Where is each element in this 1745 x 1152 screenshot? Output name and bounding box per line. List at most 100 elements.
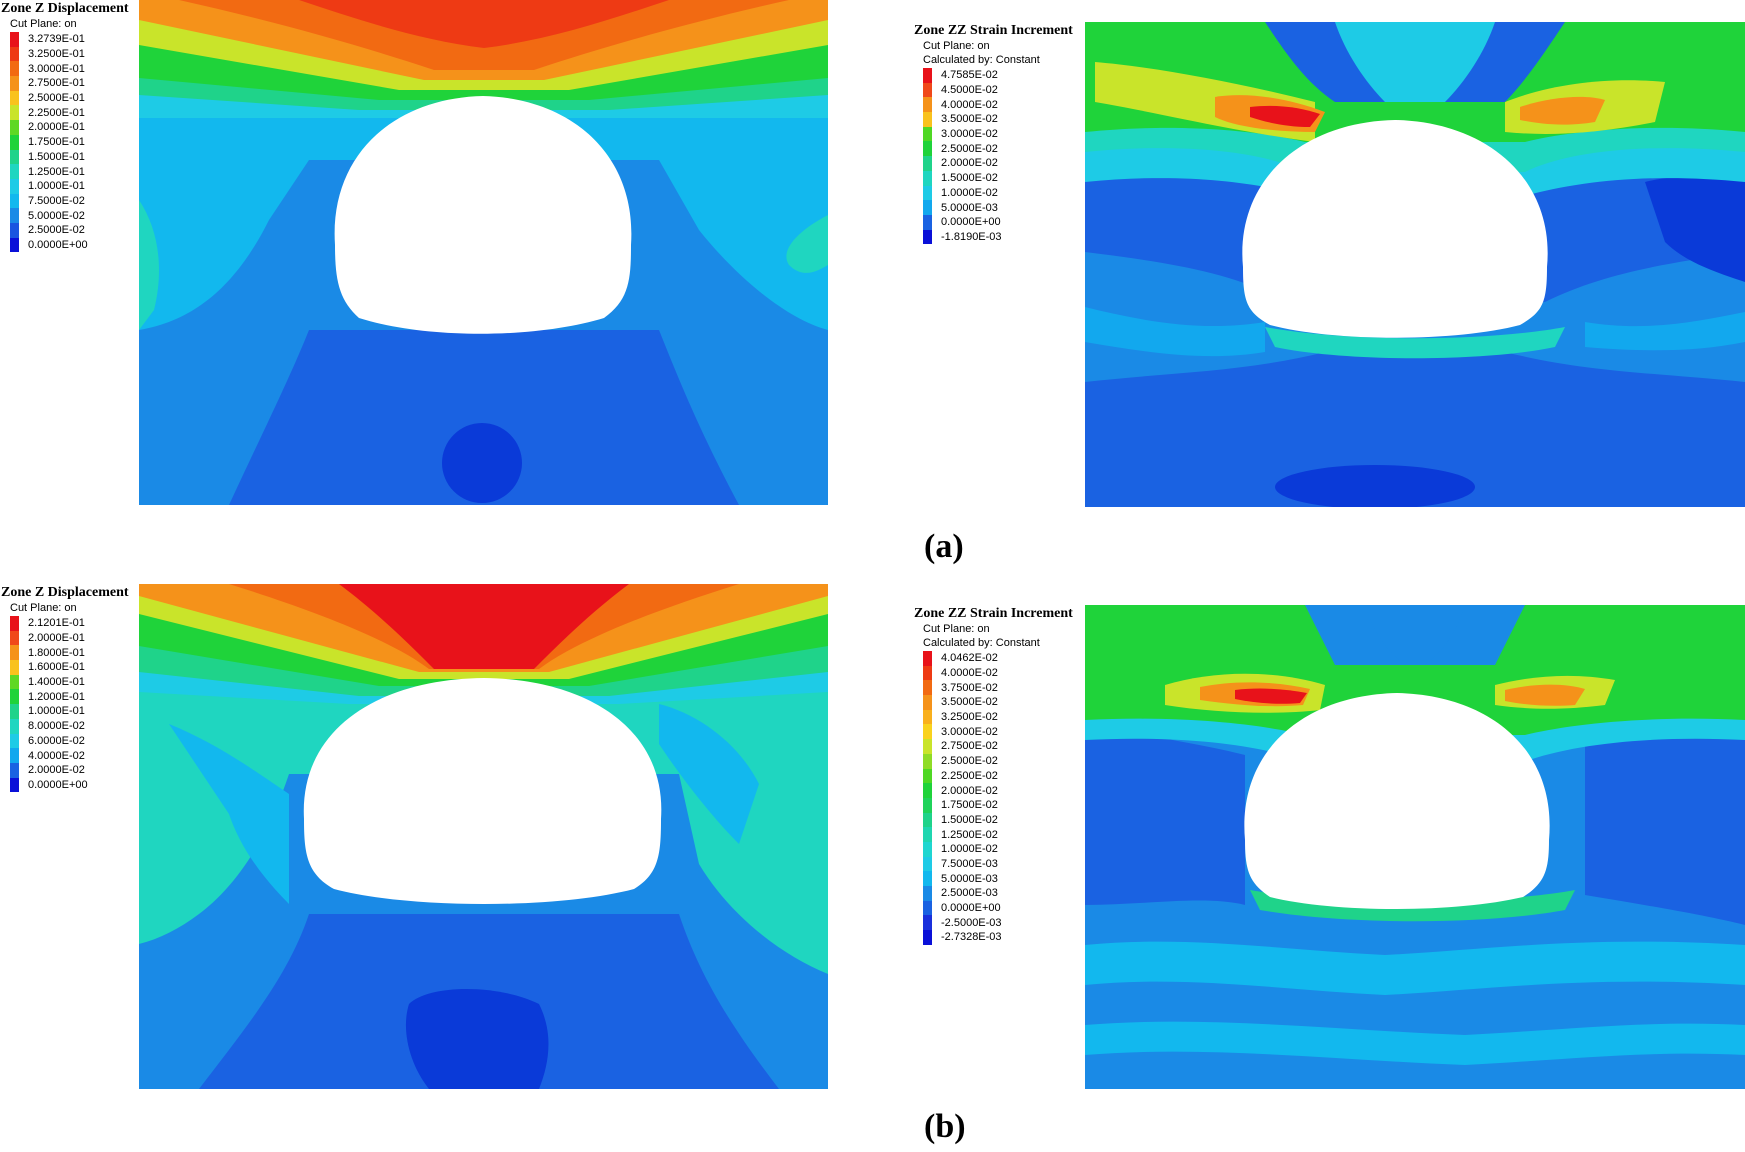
- legend-entry: 7.5000E-02: [10, 193, 129, 209]
- legend-entry: 6.0000E-02: [10, 733, 129, 749]
- legend-swatch: [923, 229, 932, 245]
- legend-subtitle: Cut Plane: on: [923, 623, 990, 635]
- legend-level-label: 3.0000E-02: [941, 128, 998, 141]
- legend-entry: 2.5000E-02: [923, 141, 1073, 157]
- legend-level-label: 2.5000E-01: [28, 92, 85, 105]
- legend-swatch: [10, 46, 19, 62]
- legend-swatch: [10, 222, 19, 238]
- band-orange-right: [1520, 96, 1605, 125]
- legend-entry: 2.0000E-01: [10, 120, 129, 135]
- legend-level-label: 1.0000E-02: [941, 186, 998, 199]
- legend-entry: 7.5000E-03: [923, 856, 1073, 872]
- legend-subtitle: Calculated by: Constant: [923, 54, 1040, 66]
- band-deep-blue-right: [1645, 176, 1745, 282]
- legend-entry: 1.2500E-02: [923, 827, 1073, 842]
- contour-plot-a-strain: [1085, 22, 1745, 507]
- band-red-left: [1250, 105, 1320, 127]
- legend-entry: 1.6000E-01: [10, 660, 129, 675]
- legend-subtitle: Cut Plane: on: [10, 602, 77, 614]
- legend-swatch: [923, 680, 932, 696]
- legend-swatch: [10, 630, 19, 646]
- tunnel-opening: [303, 678, 662, 904]
- panel-label-b: (b): [924, 1108, 966, 1145]
- legend-level-label: 2.5000E-02: [941, 142, 998, 155]
- legend-entry: -2.7328E-03: [923, 930, 1073, 945]
- legend-level-label: 1.8000E-01: [28, 646, 85, 659]
- band-lightblue-center-top: [1365, 605, 1465, 665]
- legend-entry: 2.0000E-02: [923, 156, 1073, 171]
- legend-entry: 4.0000E-02: [923, 97, 1073, 113]
- legend-swatch: [10, 120, 19, 135]
- legend-swatch: [923, 768, 932, 784]
- legend-entry: 5.0000E-03: [923, 871, 1073, 886]
- legend-level-label: 2.2500E-02: [941, 769, 998, 782]
- legend-swatch: [923, 214, 932, 230]
- legend-entry: 2.2500E-02: [923, 768, 1073, 784]
- band-cyan-center-top: [1335, 22, 1495, 102]
- legend-entry: 5.0000E-03: [923, 200, 1073, 215]
- legend-swatch: [923, 797, 932, 813]
- legend-swatch: [923, 841, 932, 857]
- legend-rows: 4.7585E-02 4.5000E-02 4.0000E-02 3.5000E-02…: [923, 68, 1073, 245]
- legend-swatch: [10, 704, 19, 719]
- legend-entry: 1.0000E-01: [10, 178, 129, 194]
- legend-entry: 3.7500E-02: [923, 680, 1073, 696]
- legend-entry: 2.7500E-01: [10, 76, 129, 91]
- legend-swatch: [10, 237, 19, 253]
- legend-level-label: -2.7328E-03: [941, 931, 1002, 944]
- legend-swatch: [923, 724, 932, 740]
- legend-entry: 8.0000E-02: [10, 718, 129, 734]
- legend-level-label: 2.2500E-01: [28, 106, 85, 119]
- legend-level-label: 6.0000E-02: [28, 734, 85, 747]
- legend-level-label: 5.0000E-03: [941, 872, 998, 885]
- band-red-left: [1235, 688, 1307, 704]
- band-mid-blue-right: [1585, 732, 1745, 925]
- legend-subtitle: Cut Plane: on: [10, 18, 77, 30]
- legend-entry: 3.0000E-02: [923, 724, 1073, 740]
- legend-swatch: [10, 748, 19, 763]
- legend-swatch: [923, 695, 932, 710]
- legend-swatch: [923, 783, 932, 798]
- panel-label-a: (a): [924, 528, 964, 565]
- legend-swatch: [10, 616, 19, 631]
- legend-entry: 1.0000E-01: [10, 704, 129, 719]
- legend-entry: 0.0000E+00: [923, 214, 1073, 230]
- legend-swatch: [923, 915, 932, 931]
- legend-entry: 4.0000E-02: [10, 748, 129, 763]
- legend-swatch: [923, 97, 932, 113]
- legend-swatch: [10, 76, 19, 91]
- legend-entry: 1.5000E-01: [10, 149, 129, 165]
- legend-swatch: [10, 32, 19, 47]
- legend-level-label: 2.7500E-01: [28, 77, 85, 90]
- band-lightblue-strips: [1085, 941, 1745, 995]
- legend-level-label: 5.0000E-03: [941, 201, 998, 214]
- legend-entry: 1.2500E-01: [10, 164, 129, 179]
- legend-level-label: 1.2500E-01: [28, 165, 85, 178]
- band-cyan-sides: [139, 684, 828, 974]
- legend-swatch: [923, 739, 932, 754]
- legend-swatch: [923, 871, 932, 886]
- legend-entry: 1.0000E-02: [923, 185, 1073, 201]
- legend-swatch: [10, 777, 19, 793]
- legend-b-displacement: Zone Z Displacement Cut Plane: on 2.1201…: [1, 585, 129, 793]
- legend-level-label: 1.0000E-01: [28, 180, 85, 193]
- tunnel-opening: [1244, 693, 1550, 909]
- legend-level-label: 4.7585E-02: [941, 69, 998, 82]
- legend-level-label: 3.5000E-02: [941, 696, 998, 709]
- band-lightblue-right-strip: [659, 704, 759, 844]
- legend-level-label: 7.5000E-03: [941, 857, 998, 870]
- legend-swatch: [923, 200, 932, 215]
- band-deep-blue-bottom: [1275, 465, 1475, 507]
- legend-swatch: [10, 90, 19, 106]
- legend-swatch: [923, 156, 932, 171]
- legend-level-label: 4.0000E-02: [28, 749, 85, 762]
- legend-entry: 2.0000E-02: [923, 783, 1073, 798]
- legend-level-label: 1.5000E-02: [941, 813, 998, 826]
- legend-entry: 3.0000E-02: [923, 126, 1073, 142]
- legend-rows: 4.0462E-02 4.0000E-02 3.7500E-02 3.5000E-02…: [923, 651, 1073, 945]
- legend-swatch: [923, 930, 932, 945]
- legend-swatch: [10, 105, 19, 121]
- legend-level-label: 3.0000E-02: [941, 725, 998, 738]
- legend-level-label: 3.2739E-01: [28, 33, 85, 46]
- band-lightblue-left-strip: [169, 724, 289, 904]
